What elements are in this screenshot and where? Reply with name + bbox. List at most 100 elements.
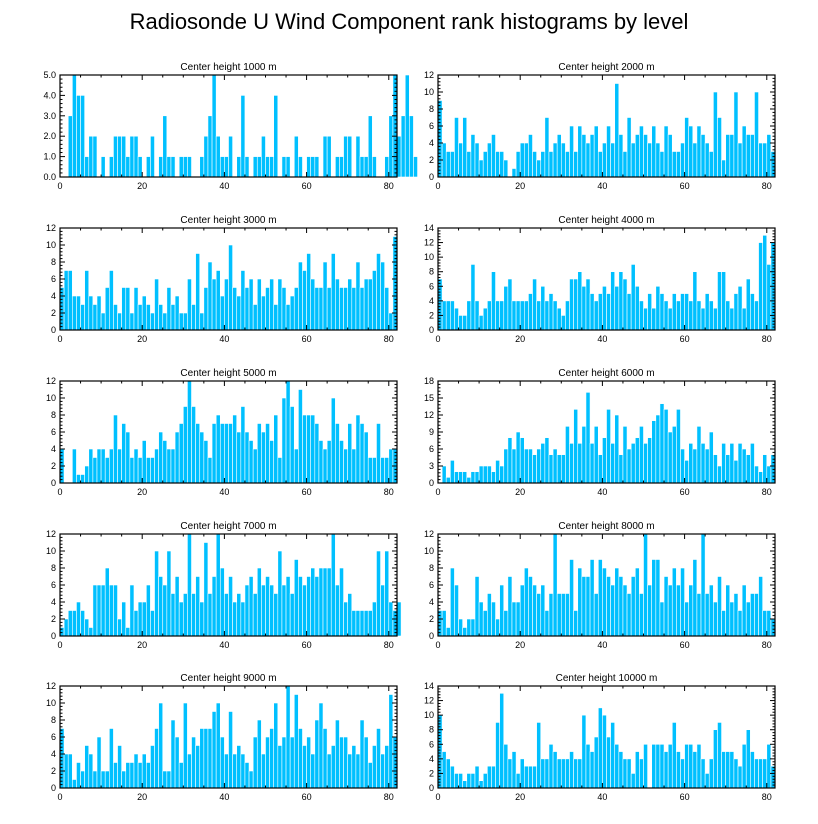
histogram-panel: Center height 2000 m 0 20 40 60 80 0 2 4 6 8 10 12	[424, 62, 776, 191]
histogram-bar	[211, 278, 217, 331]
histogram-bar	[154, 448, 159, 484]
histogram-bar	[269, 156, 275, 178]
histogram-bar	[750, 134, 755, 178]
histogram-bar	[195, 576, 201, 637]
histogram-bar	[626, 448, 632, 484]
histogram-bar	[215, 414, 221, 484]
histogram-bar	[293, 448, 299, 484]
histogram-bar	[187, 533, 192, 637]
histogram-panel: Center height 6000 m 0 20 40 60 80 0 3 6 9 12 15 18	[424, 368, 776, 497]
histogram-bar	[602, 714, 607, 789]
histogram-bar	[581, 426, 587, 484]
histogram-bar	[244, 156, 250, 178]
y-tick-label: 12	[424, 529, 434, 539]
histogram-bar	[684, 601, 690, 637]
histogram-bar	[503, 610, 509, 637]
histogram-bar	[602, 142, 607, 178]
histogram-bar	[125, 431, 131, 484]
histogram-bar	[581, 134, 587, 178]
histogram-bar	[511, 300, 517, 331]
histogram-bar	[713, 307, 718, 331]
histogram-bar	[207, 261, 213, 331]
histogram-bar	[339, 287, 344, 331]
figure-title: Radiosonde U Wind Component rank histogr…	[130, 9, 689, 34]
histogram-bar	[556, 454, 562, 484]
histogram-panel: Center height 10000 m 0 20 40 60 80 0 2 4 6 8 10 12 1…	[424, 673, 776, 802]
histogram-bar	[688, 584, 694, 637]
x-tick-label: 20	[137, 487, 147, 497]
histogram-bar	[696, 300, 702, 331]
y-tick-label: 8	[429, 563, 434, 573]
y-tick-label: 12	[46, 529, 56, 539]
histogram-bar	[281, 584, 287, 637]
histogram-bar	[150, 457, 155, 484]
histogram-bar	[281, 156, 287, 178]
histogram-bar	[560, 454, 566, 484]
histogram-bar	[256, 567, 262, 637]
histogram-bar	[335, 423, 340, 484]
x-tick-label: 0	[57, 181, 62, 191]
x-tick-label: 20	[137, 181, 147, 191]
histogram-bar	[178, 156, 184, 178]
histogram-bar	[252, 593, 258, 637]
histogram-bar	[88, 448, 94, 484]
histogram-bar	[121, 135, 127, 178]
histogram-bar	[306, 253, 311, 331]
histogram-bar	[618, 751, 624, 789]
histogram-bar	[384, 457, 390, 484]
x-tick-label: 80	[762, 181, 772, 191]
histogram-bar	[129, 312, 135, 331]
y-tick-label: 14	[424, 223, 434, 233]
histogram-bar	[224, 593, 229, 637]
histogram-bar	[643, 307, 648, 331]
histogram-bar	[470, 264, 476, 331]
y-tick-label: 0	[429, 783, 434, 793]
histogram-bar	[154, 278, 159, 331]
histogram-bar	[630, 576, 636, 637]
histogram-bar	[758, 471, 763, 484]
histogram-bar	[639, 593, 644, 637]
x-tick-label: 60	[680, 487, 690, 497]
histogram-bar	[318, 287, 324, 331]
histogram-bar	[211, 423, 217, 484]
histogram-bar	[630, 773, 636, 789]
histogram-bar	[634, 437, 640, 484]
histogram-bar	[170, 156, 176, 178]
x-tick-label: 40	[219, 640, 229, 650]
histogram-bar	[88, 753, 94, 789]
x-tick-label: 40	[597, 487, 607, 497]
histogram-bar	[252, 736, 258, 789]
histogram-bar	[491, 765, 496, 789]
histogram-bar	[671, 722, 677, 789]
histogram-bar	[178, 601, 184, 637]
histogram-bar	[745, 278, 751, 331]
histogram-bar	[195, 423, 201, 484]
histogram-bar	[589, 293, 595, 331]
panel-title: Center height 8000 m	[558, 521, 654, 532]
histogram-bar	[88, 627, 94, 637]
panel-title: Center height 9000 m	[180, 673, 276, 684]
histogram-bar	[330, 745, 336, 789]
histogram-bar	[482, 307, 488, 331]
histogram-bar	[187, 753, 192, 789]
histogram-bar	[174, 576, 180, 637]
histogram-bar	[298, 576, 303, 637]
histogram-bar	[593, 736, 599, 789]
histogram-bar	[104, 770, 110, 789]
histogram-bar	[100, 584, 106, 637]
histogram-bar	[450, 567, 455, 637]
histogram-bar	[589, 751, 595, 789]
histogram-bar	[281, 287, 287, 331]
histogram-bar	[182, 312, 188, 331]
histogram-bar	[113, 135, 118, 178]
y-tick-label: 6	[51, 427, 56, 437]
histogram-bar	[240, 95, 246, 178]
histogram-bar	[708, 584, 714, 637]
histogram-bar	[244, 584, 250, 637]
histogram-bar	[343, 448, 348, 484]
y-tick-label: 8	[429, 725, 434, 735]
histogram-bar	[523, 142, 529, 178]
histogram-bar	[540, 758, 546, 789]
histogram-bar	[713, 729, 718, 789]
histogram-bar	[569, 559, 574, 637]
